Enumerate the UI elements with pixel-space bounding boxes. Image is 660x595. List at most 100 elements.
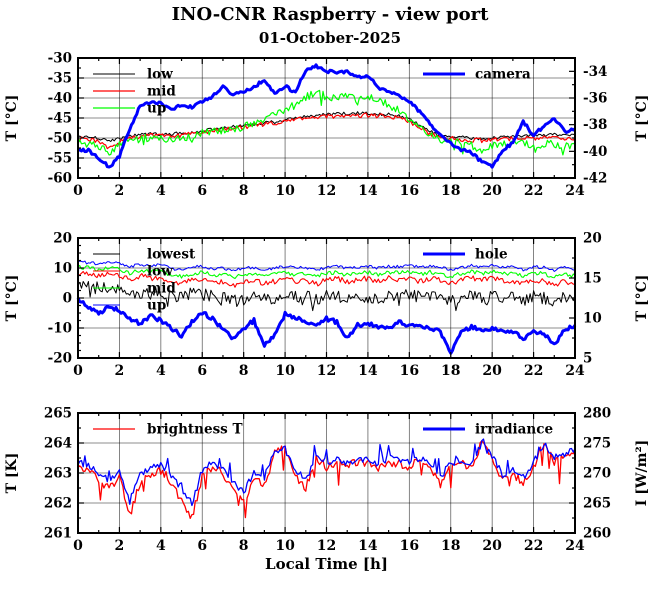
series-low [77, 270, 575, 288]
x-tick-label: 18 [441, 363, 460, 379]
left-tick-label: -35 [48, 71, 72, 87]
x-axis-label: Local Time [h] [265, 555, 388, 573]
x-tick-label: 8 [239, 538, 249, 554]
legend-label-brightness-T: brightness T [147, 422, 243, 438]
left-axis-label: T [°C] [4, 95, 20, 142]
left-tick-label: 265 [44, 406, 72, 422]
legend-label-hole: hole [475, 247, 508, 263]
left-axis-label: T [K] [4, 453, 20, 494]
left-tick-label: 262 [44, 496, 72, 512]
legend-label-low: low [147, 264, 173, 280]
x-tick-label: 4 [156, 363, 166, 379]
x-tick-label: 0 [73, 538, 83, 554]
chart-ambient-temperatures: 0 2 4 6 8 10 12 14 16 18 20 22 2420100-10-202015105T… [4, 231, 650, 380]
left-tick-label: 264 [44, 436, 72, 452]
x-tick-label: 14 [358, 363, 378, 379]
series-up [77, 89, 576, 156]
x-tick-label: 16 [400, 183, 419, 199]
right-tick-label: 5 [583, 351, 592, 367]
left-axis-label: T [°C] [4, 275, 20, 322]
left-tick-label: -60 [48, 171, 72, 187]
right-tick-label: 280 [583, 406, 611, 422]
right-tick-label: 275 [583, 436, 611, 452]
series-irradiance [77, 438, 576, 507]
left-tick-label: -40 [48, 91, 72, 107]
left-tick-label: 20 [53, 231, 72, 247]
right-axis-label: T [°C] [634, 95, 650, 142]
legend-label-camera: camera [475, 67, 531, 83]
left-tick-label: 263 [44, 466, 72, 482]
x-tick-label: 14 [358, 183, 378, 199]
x-tick-label: 18 [441, 183, 460, 199]
legend-label-irradiance: irradiance [475, 422, 553, 438]
left-tick-label: -55 [48, 151, 72, 167]
right-tick-label: 270 [583, 466, 611, 482]
series-lowest [77, 281, 576, 312]
x-tick-label: 10 [275, 183, 295, 199]
x-tick-label: 20 [482, 363, 502, 379]
x-tick-label: 0 [73, 183, 83, 199]
x-tick-label: 6 [197, 183, 207, 199]
right-tick-label: -38 [583, 117, 607, 133]
series-camera [77, 63, 576, 169]
right-axis-label: T [°C] [634, 275, 650, 322]
right-tick-label: 265 [583, 496, 611, 512]
x-tick-label: 10 [275, 363, 295, 379]
x-tick-label: 22 [524, 363, 543, 379]
x-tick-label: 20 [482, 538, 502, 554]
x-tick-label: 20 [482, 183, 502, 199]
x-tick-label: 8 [239, 183, 249, 199]
right-tick-label: 10 [583, 311, 602, 327]
left-tick-label: -20 [48, 351, 72, 367]
chart-brightness-irradiance: 0 2 4 6 8 10 12 14 16 18 20 22 242652642632622612802… [4, 406, 650, 574]
right-tick-label: -36 [583, 91, 607, 107]
x-tick-label: 12 [317, 183, 336, 199]
x-tick-label: 2 [115, 363, 125, 379]
x-tick-label: 24 [565, 538, 585, 554]
x-tick-label: 12 [317, 538, 336, 554]
chart-viewport-temperatures: 0 2 4 6 8 10 12 14 16 18 20 22 24-30-35-40-45-50-55-… [4, 51, 650, 200]
x-tick-label: 24 [565, 363, 585, 379]
left-tick-label: -45 [48, 111, 72, 127]
figure-subtitle: 01-October-2025 [258, 29, 402, 47]
x-tick-label: 2 [115, 183, 125, 199]
legend-label-low: low [147, 67, 173, 83]
x-tick-label: 2 [115, 538, 125, 554]
legend-label-up: up [147, 298, 166, 314]
x-tick-label: 24 [565, 183, 585, 199]
right-tick-label: 260 [583, 526, 611, 542]
legend-label-up: up [147, 101, 166, 117]
x-tick-label: 16 [400, 363, 419, 379]
right-tick-label: 20 [583, 231, 602, 247]
x-tick-label: 0 [73, 363, 83, 379]
x-tick-label: 22 [524, 183, 543, 199]
left-tick-label: 261 [44, 526, 72, 542]
right-tick-label: -42 [583, 171, 607, 187]
series-up [77, 260, 576, 272]
x-tick-label: 12 [317, 363, 336, 379]
right-tick-label: -34 [583, 64, 607, 80]
x-tick-label: 18 [441, 538, 460, 554]
left-tick-label: -10 [48, 321, 72, 337]
series-hole [76, 297, 577, 355]
legend-label-mid: mid [147, 84, 176, 100]
right-axis-label: I [W/m²] [634, 440, 650, 506]
right-tick-label: -40 [583, 144, 607, 160]
series-mid [77, 264, 576, 280]
left-tick-label: -30 [48, 51, 72, 67]
x-tick-label: 6 [197, 538, 207, 554]
figure-title: INO-CNR Raspberry - view port [171, 4, 489, 25]
x-tick-label: 6 [197, 363, 207, 379]
x-tick-label: 8 [239, 363, 249, 379]
left-tick-label: -50 [48, 131, 72, 147]
x-tick-label: 10 [275, 538, 295, 554]
x-tick-label: 22 [524, 538, 543, 554]
left-tick-label: 0 [63, 291, 72, 307]
series-mid [77, 112, 576, 150]
x-tick-label: 14 [358, 538, 378, 554]
left-tick-label: 10 [53, 261, 72, 277]
x-tick-label: 4 [156, 183, 166, 199]
x-tick-label: 4 [156, 538, 166, 554]
x-tick-label: 16 [400, 538, 419, 554]
right-tick-label: 15 [583, 271, 602, 287]
